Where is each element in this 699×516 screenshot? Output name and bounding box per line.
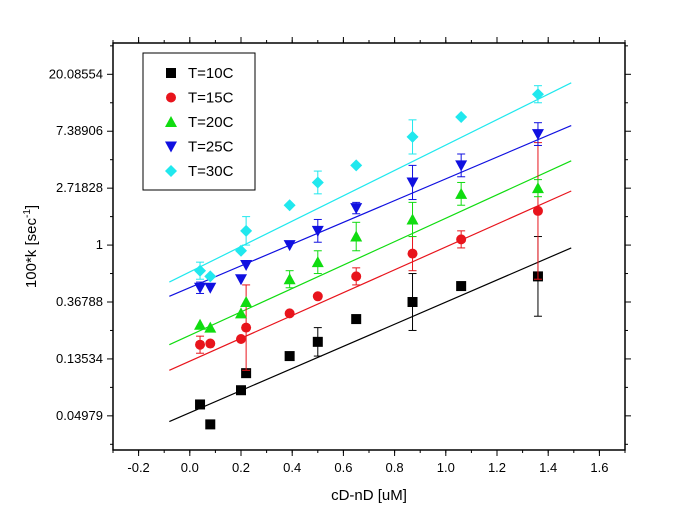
x-tick-label: 0.4 (283, 460, 301, 475)
x-tick-label: -0.2 (127, 460, 149, 475)
x-tick-label: 0.2 (232, 460, 250, 475)
y-axis-title: 100*k [sec-1] (22, 205, 40, 288)
data-point (240, 260, 253, 271)
data-point (235, 244, 247, 257)
y-tick-label: 1 (96, 237, 103, 252)
data-point (311, 176, 324, 189)
data-point (204, 321, 217, 333)
data-point (531, 129, 544, 141)
data-point (284, 351, 295, 362)
fit-line-t-25c (169, 124, 572, 297)
data-point (236, 385, 246, 396)
data-point (531, 182, 544, 194)
data-point (312, 291, 323, 302)
x-tick-label: 0.8 (386, 460, 404, 475)
x-tick-label: 0.0 (181, 460, 199, 475)
y-axis-title-close: ] (23, 205, 40, 209)
data-point (283, 273, 296, 285)
data-point (532, 205, 543, 216)
legend-marker (166, 68, 176, 78)
data-point (456, 281, 467, 292)
data-point (235, 274, 247, 286)
data-point (406, 130, 419, 143)
data-point (283, 199, 296, 212)
data-point (195, 399, 206, 410)
legend-label: T=25C (188, 139, 234, 156)
data-point (406, 177, 419, 189)
data-point (350, 203, 363, 215)
data-point (194, 318, 207, 330)
y-tick-label: 0.36788 (56, 294, 103, 309)
data-points (194, 85, 544, 430)
y-tick-label: 2.71828 (56, 180, 103, 195)
legend-marker (165, 165, 177, 177)
y-axis-title-main: 100*k [sec (23, 218, 40, 289)
data-point (351, 271, 362, 282)
data-point (455, 187, 468, 199)
data-point (311, 256, 324, 268)
data-point (284, 308, 295, 319)
legend-label: T=20C (188, 114, 234, 131)
data-point (455, 160, 468, 172)
fit-line-t-10c (169, 247, 572, 423)
data-point (455, 111, 468, 123)
y-tick-label: 7.38906 (56, 123, 103, 138)
y-axis-title-superscript: -1 (22, 209, 33, 218)
fit-line-t-20c (169, 160, 572, 346)
data-point (194, 264, 207, 277)
data-point (204, 282, 217, 294)
data-point (350, 159, 363, 172)
fit-line-t-30c (169, 82, 572, 283)
legend: T=10C T=15C T=20C T=25C T=30C (142, 52, 256, 191)
data-point (283, 240, 296, 252)
legend-label: T=15C (188, 90, 234, 107)
data-point (311, 225, 324, 237)
legend-marker (166, 92, 176, 103)
data-point (235, 307, 247, 319)
data-point (240, 296, 253, 307)
legend-label: T=30C (188, 163, 234, 180)
data-point (406, 213, 419, 225)
data-point (204, 270, 217, 283)
y-tick-label: 20.08554 (49, 66, 103, 81)
legend-marker (165, 141, 177, 153)
data-point (205, 338, 216, 349)
data-point (240, 224, 253, 237)
data-point (195, 339, 206, 350)
data-point (312, 336, 323, 347)
legend-marker (165, 116, 177, 127)
x-tick-label: 1.4 (539, 460, 557, 475)
data-point (351, 314, 362, 325)
data-point (236, 334, 246, 344)
data-point (241, 368, 252, 379)
tick-labels: -0.2 0.0 0.2 0.4 0.6 0.8 1.0 1.2 1.4 1.6 0.04979 0.… (49, 66, 609, 475)
y-tick-label: 0.13534 (56, 351, 103, 366)
data-point (407, 297, 418, 307)
legend-label: T=10C (188, 65, 234, 82)
x-tick-label: 0.6 (334, 460, 352, 475)
data-point (205, 419, 216, 430)
y-tick-label: 0.04979 (56, 408, 103, 423)
legend-box (142, 52, 256, 191)
plot-frame (112, 42, 626, 451)
fit-line-t-15c (169, 190, 572, 371)
data-point (194, 282, 207, 294)
x-axis-title: cD-nD [uM] (331, 487, 407, 504)
x-tick-label: 1.6 (590, 460, 608, 475)
data-point (241, 322, 252, 333)
data-point (456, 234, 467, 245)
data-point (407, 248, 418, 259)
data-point (531, 88, 544, 101)
x-tick-label: 1.2 (488, 460, 506, 475)
data-point (350, 230, 363, 242)
x-tick-label: 1.0 (437, 460, 455, 475)
